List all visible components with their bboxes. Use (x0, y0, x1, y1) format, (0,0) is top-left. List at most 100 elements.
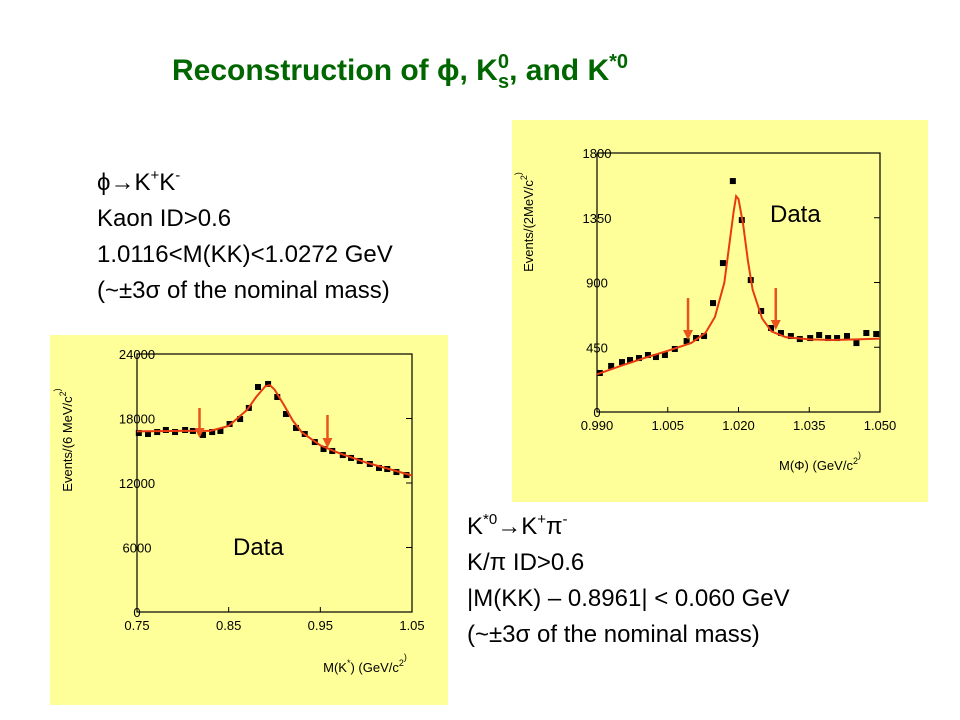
cut-arrow-head (770, 319, 781, 330)
data-point (282, 410, 289, 417)
y-tick-label: 12000 (119, 476, 155, 491)
data-point (265, 380, 272, 387)
x-axis-label-part: * (347, 658, 351, 668)
note-line: Kaon ID>0.6 (97, 205, 231, 232)
data-point (683, 338, 690, 345)
y-tick-label: 18000 (119, 412, 155, 427)
data-point (843, 333, 850, 340)
x-axis-label-part: ) (GeV/c (350, 660, 399, 675)
y-tick-label: 1800 (583, 146, 612, 161)
data-point (816, 332, 823, 339)
data-point (376, 464, 382, 471)
data-point (758, 307, 765, 314)
x-axis-label-part: 2 (399, 658, 404, 668)
note-line: |M(KK) – 0.8961| < 0.060 GeV (467, 585, 790, 612)
y-axis-label-part: 2 (58, 391, 68, 396)
data-point (618, 359, 625, 366)
data-point (635, 355, 642, 362)
data-point (237, 416, 244, 423)
data-point (834, 335, 841, 342)
data-point (652, 354, 659, 361)
x-tick-label: 0.95 (308, 618, 333, 633)
chart: 0 6000 12000 18000 24000 0.75 0.85 0.95 1.05 Even… (52, 347, 425, 675)
data-point (863, 330, 870, 337)
y-axis-label-part: ) (52, 388, 62, 391)
data-point (729, 178, 736, 185)
y-tick-label: 450 (586, 340, 608, 355)
y-tick-label: 900 (586, 276, 608, 291)
title-part: Reconstruction of (172, 54, 437, 87)
title-part: 0 (498, 51, 509, 73)
title-part: ϕ (437, 54, 460, 87)
data-point (209, 429, 216, 436)
data-point (293, 424, 300, 431)
data-point (172, 429, 179, 436)
cut-arrow-head (683, 330, 694, 341)
title-part: , and K (509, 54, 609, 87)
note-line: ϕ→K+K- (97, 167, 180, 196)
y-tick-label: 0 (593, 405, 600, 420)
note-line: 1.0116<M(KK)<1.0272 GeV (97, 241, 393, 268)
y-tick-label: 24000 (119, 347, 155, 362)
title-part: *0 (609, 51, 628, 73)
x-axis-label-part: ) (858, 450, 861, 460)
cut-arrow-head (322, 437, 333, 448)
data-point (777, 330, 784, 337)
chart: 0 450 900 1350 1800 0.990 1.005 1.020 1.035 1.050… (513, 146, 896, 473)
data-point (255, 384, 261, 391)
data-point (853, 340, 860, 347)
fit-line (136, 384, 413, 477)
data-point (608, 362, 615, 369)
y-axis-label-part: ) (513, 172, 523, 175)
y-axis-label-part: 2 (519, 175, 529, 180)
y-tick-label: 6000 (123, 541, 152, 556)
note: ϕ→K+K- Kaon ID>0.6 1.0116<M(KK)<1.0272 G… (97, 167, 393, 304)
title-part: , K (460, 54, 499, 87)
slide-title: Reconstruction of ϕ, K0 s, and K*0 (172, 51, 628, 93)
note: K*0→K+π- K/π ID>0.6 |M(KK) – 0.8961| < 0… (467, 511, 790, 648)
x-tick-label: 1.035 (793, 418, 826, 433)
data-point (135, 430, 142, 437)
y-tick-label: 0 (133, 605, 140, 620)
fit-line (596, 193, 881, 376)
x-axis-label-part: ) (404, 652, 407, 662)
x-axis-label-part: M(K (323, 660, 347, 675)
x-tick-label: 0.75 (124, 618, 149, 633)
x-tick-label: 0.85 (216, 618, 241, 633)
data-point (200, 431, 206, 438)
data-point (719, 260, 726, 267)
data-point (627, 357, 634, 364)
data-point (787, 333, 794, 340)
annotation: Data (770, 201, 821, 228)
x-axis-label: M(K*) (GeV/c2) (323, 652, 407, 675)
data-point (807, 335, 814, 342)
data-point (873, 331, 880, 338)
x-tick-label: 1.050 (864, 418, 897, 433)
x-tick-label: 0.990 (581, 418, 614, 433)
note-line: (~±3σ of the nominal mass) (97, 277, 390, 304)
data-point (217, 427, 224, 434)
data-point (693, 335, 700, 342)
note-line: K/π ID>0.6 (467, 549, 584, 576)
y-axis-label: Events/(2MeV/c2) (513, 172, 536, 272)
y-axis-label-part: Events/(2MeV/c (521, 180, 536, 272)
data-point (274, 394, 281, 400)
data-point (710, 300, 717, 307)
x-axis-label: M(Φ) (GeV/c2) (779, 450, 861, 473)
data-point (162, 427, 169, 434)
x-axis-label-part: M(Φ) (GeV/c (779, 458, 853, 473)
y-tick-label: 1350 (583, 211, 612, 226)
annotation: Data (233, 534, 284, 561)
note-line: (~±3σ of the nominal mass) (467, 621, 760, 648)
x-tick-label: 1.005 (651, 418, 684, 433)
data-point (825, 335, 832, 342)
panel-background (50, 335, 448, 705)
data-point (145, 430, 151, 437)
x-tick-label: 1.05 (399, 618, 424, 633)
title-part: s (498, 71, 509, 93)
data-point (403, 472, 410, 479)
x-tick-label: 1.020 (722, 418, 755, 433)
x-axis-label-part: 2 (853, 456, 858, 466)
